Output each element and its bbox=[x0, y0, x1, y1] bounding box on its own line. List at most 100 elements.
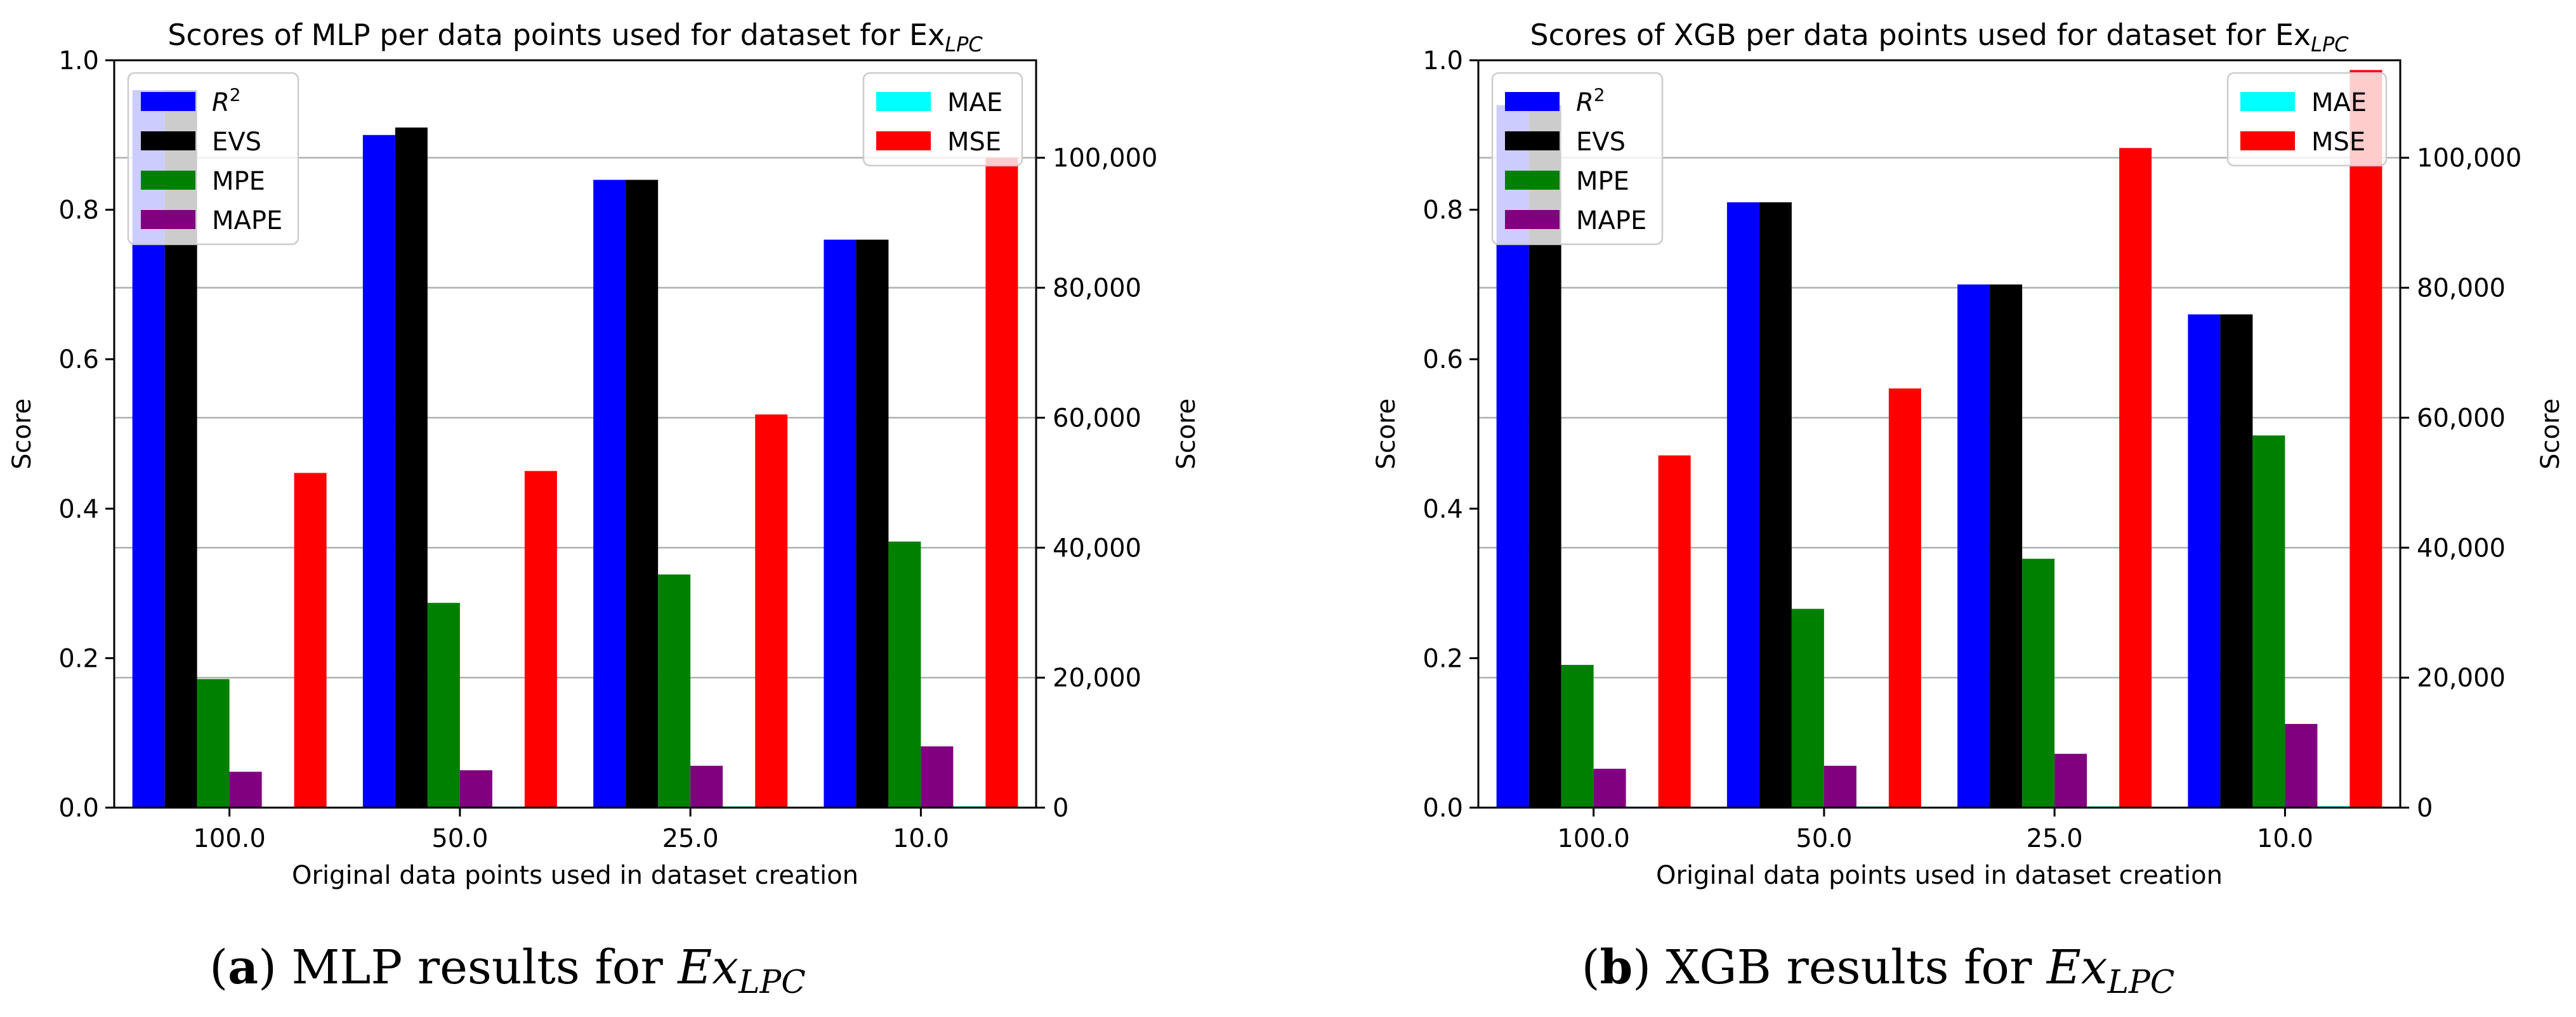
legend-right-swatch bbox=[2240, 92, 2295, 111]
chart-a: 0.0 0.2 0.4 0.6 0.8 1.0 0 20,000 40,000 60,000 80,… bbox=[8, 18, 1201, 890]
bar-mse-100-0 bbox=[294, 473, 327, 808]
bar-r-50-0 bbox=[1726, 202, 1759, 808]
x-axis-label: Original data points used in dataset cre… bbox=[1656, 861, 2223, 890]
right-tick-label: 80,000 bbox=[1053, 274, 1141, 303]
caption-math-base: Ex bbox=[678, 940, 739, 995]
bar-r-10-0 bbox=[824, 239, 857, 808]
legend-left-swatch bbox=[141, 131, 195, 150]
caption-math-base: Ex bbox=[2046, 940, 2108, 995]
bar-mpe-100-0 bbox=[1561, 665, 1594, 808]
legend-left-box bbox=[127, 72, 299, 246]
left-tick-label: 0.8 bbox=[1423, 196, 1463, 225]
bar-r-25-0 bbox=[593, 180, 626, 808]
legend-left-box bbox=[1491, 72, 1664, 246]
bar-mpe-50-0 bbox=[1791, 608, 1824, 808]
bar-mpe-100-0 bbox=[197, 679, 230, 808]
caption-math-sub: LPC bbox=[2107, 963, 2175, 1001]
left-tick-label: 0.2 bbox=[1423, 644, 1463, 673]
right-tick-label: 20,000 bbox=[2417, 664, 2506, 693]
subfigure-caption-a: (a) MLP results for ExLPC bbox=[209, 940, 806, 1001]
chart-b: 0.0 0.2 0.4 0.6 0.8 1.0 0 20,000 40,000 60,000 80,… bbox=[1372, 18, 2565, 890]
legend-left-label-sup: 2 bbox=[1594, 84, 1605, 105]
right-tick-label: 0 bbox=[1053, 794, 1068, 823]
x-tick-label: 10.0 bbox=[893, 824, 949, 853]
legend-right-label: MSE bbox=[947, 128, 1001, 157]
caption-math: ExLPC bbox=[678, 940, 806, 1001]
caption-id: b bbox=[1600, 940, 1633, 995]
caption-math: ExLPC bbox=[2046, 940, 2175, 1001]
right-tick-label: 20,000 bbox=[1053, 664, 1141, 693]
left-tick-label: 0.0 bbox=[58, 794, 99, 823]
bar-mape-100-0 bbox=[229, 771, 262, 808]
right-tick-label: 40,000 bbox=[2417, 534, 2506, 563]
bar-mape-10-0 bbox=[2285, 724, 2318, 808]
legend-left-label-base: R bbox=[1576, 88, 1594, 117]
left-tick-label: 1.0 bbox=[1423, 46, 1463, 75]
caption-text: XGB results for bbox=[1666, 940, 2047, 995]
bar-mape-10-0 bbox=[921, 746, 954, 808]
bar-mape-25-0 bbox=[2054, 754, 2087, 808]
legend-left-swatch bbox=[141, 92, 195, 111]
x-tick-label: 25.0 bbox=[662, 824, 719, 853]
legend-left-label-sup: 2 bbox=[230, 84, 241, 105]
caption-id: a bbox=[228, 940, 259, 995]
bar-mape-50-0 bbox=[1824, 766, 1856, 808]
x-axis-label: Original data points used in dataset cre… bbox=[292, 861, 858, 890]
bar-mse-25-0 bbox=[2119, 148, 2152, 808]
right-tick-label: 40,000 bbox=[1053, 534, 1141, 563]
legend-left-label-base: R bbox=[212, 88, 230, 117]
left-tick-label: 0.6 bbox=[1423, 345, 1463, 374]
legend-left-label: MAPE bbox=[1576, 206, 1646, 235]
legend-left-label: R2 bbox=[212, 84, 241, 117]
legend-right-label: MSE bbox=[2311, 128, 2365, 157]
left-tick-label: 0.2 bbox=[58, 644, 99, 673]
bar-mpe-50-0 bbox=[427, 603, 460, 808]
legend-right-label: MAE bbox=[2311, 88, 2367, 117]
legend-left-label: EVS bbox=[212, 128, 261, 157]
caption-math-sub: LPC bbox=[739, 963, 806, 1001]
plot-frame bbox=[113, 59, 1037, 809]
bar-evs-50-0 bbox=[395, 128, 428, 808]
bar-mpe-25-0 bbox=[2022, 558, 2055, 808]
bar-mape-50-0 bbox=[459, 770, 492, 808]
legend-left-swatch bbox=[141, 171, 195, 190]
bar-mpe-25-0 bbox=[658, 574, 691, 808]
caption-text: MLP results for bbox=[291, 940, 678, 995]
bar-mse-50-0 bbox=[1888, 388, 1921, 808]
legend-right-label: MAE bbox=[947, 88, 1002, 117]
bar-mse-10-0 bbox=[2349, 70, 2382, 808]
left-tick-label: 1.0 bbox=[58, 46, 99, 75]
bar-mape-25-0 bbox=[690, 766, 723, 808]
legend-left-swatch bbox=[1505, 131, 1560, 150]
legend-left-label: MPE bbox=[212, 167, 265, 196]
right-tick-label: 0 bbox=[2417, 794, 2433, 823]
right-axis-label: Score bbox=[2536, 398, 2565, 469]
bar-mape-100-0 bbox=[1593, 768, 1626, 808]
chart-title-subscript: LPC bbox=[2311, 32, 2349, 56]
bar-mse-50-0 bbox=[524, 471, 557, 808]
right-axis-label: Score bbox=[1172, 398, 1201, 469]
left-tick-label: 0.8 bbox=[58, 196, 99, 225]
x-tick-label: 10.0 bbox=[2257, 824, 2313, 853]
bar-mse-25-0 bbox=[755, 414, 788, 808]
bar-mse-100-0 bbox=[1658, 455, 1691, 808]
legend-left-swatch bbox=[141, 210, 195, 229]
bar-r-10-0 bbox=[2188, 314, 2221, 808]
legend-left-label: MPE bbox=[1576, 167, 1629, 196]
left-tick-label: 0.4 bbox=[1423, 495, 1463, 524]
left-axis-label: Score bbox=[8, 398, 37, 469]
bar-r-50-0 bbox=[362, 135, 395, 808]
legend-left-swatch bbox=[1505, 210, 1560, 229]
x-tick-label: 25.0 bbox=[2027, 824, 2083, 853]
legend-left-label: R2 bbox=[1576, 84, 1605, 117]
legend-left-swatch bbox=[1505, 92, 1560, 111]
right-tick-label: 60,000 bbox=[1053, 404, 1141, 433]
bar-mpe-10-0 bbox=[888, 541, 921, 808]
bar-evs-50-0 bbox=[1759, 202, 1792, 808]
left-axis-label: Score bbox=[1372, 398, 1401, 469]
chart-title: Scores of XGB per data points used for d… bbox=[1530, 18, 2349, 56]
x-tick-label: 50.0 bbox=[1796, 824, 1852, 853]
plot-frame bbox=[1477, 59, 2402, 809]
bar-evs-25-0 bbox=[1990, 284, 2023, 808]
chart-title: Scores of MLP per data points used for d… bbox=[168, 18, 983, 56]
